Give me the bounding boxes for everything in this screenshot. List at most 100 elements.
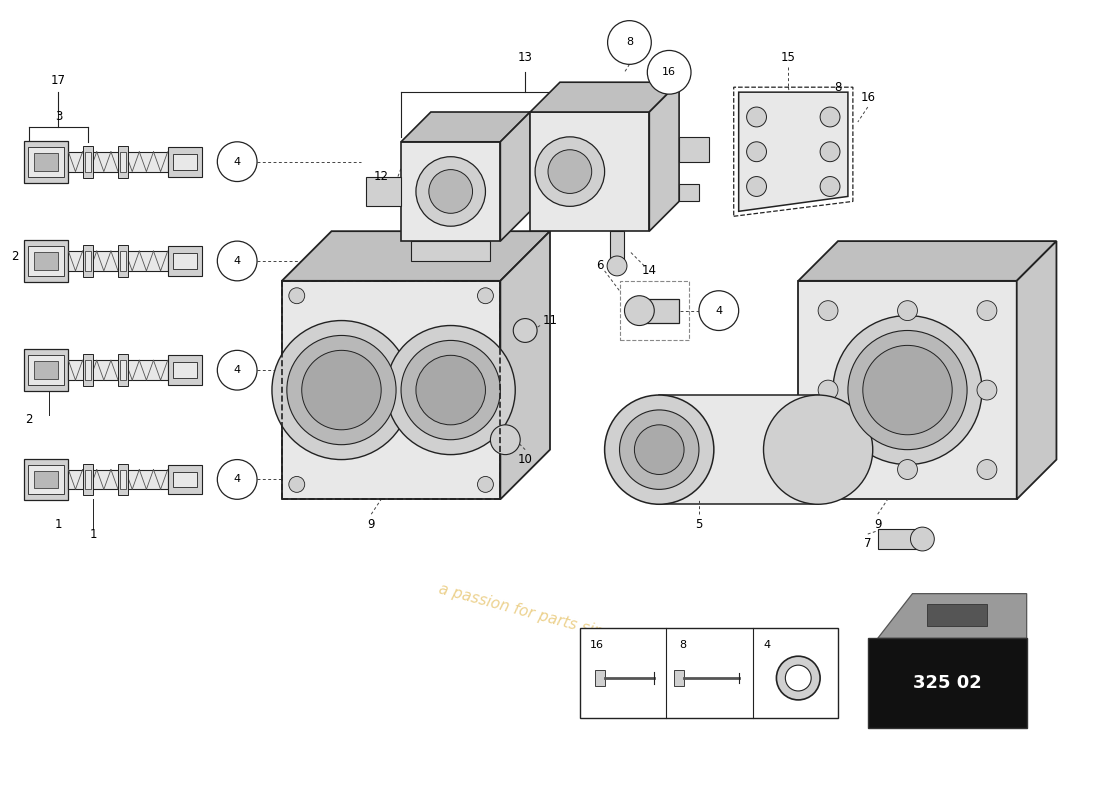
Bar — [28, 355, 65, 385]
Bar — [595, 670, 605, 686]
Text: 3: 3 — [55, 110, 62, 123]
Bar — [68, 360, 167, 380]
Bar — [28, 146, 65, 177]
Circle shape — [818, 459, 838, 479]
Bar — [34, 252, 58, 270]
Bar — [86, 470, 91, 490]
Circle shape — [289, 288, 305, 304]
Bar — [639, 298, 679, 322]
Bar — [84, 146, 94, 178]
Bar — [86, 152, 91, 171]
Text: 14: 14 — [641, 265, 657, 278]
Circle shape — [777, 656, 821, 700]
Bar — [68, 152, 167, 171]
Text: 8: 8 — [679, 640, 686, 650]
Polygon shape — [927, 603, 987, 626]
Bar — [24, 240, 68, 282]
Text: 9: 9 — [367, 518, 375, 530]
Bar — [659, 395, 818, 504]
Polygon shape — [799, 281, 1016, 499]
Circle shape — [218, 459, 257, 499]
Circle shape — [848, 330, 967, 450]
Polygon shape — [402, 112, 530, 142]
Bar — [118, 463, 128, 495]
Bar — [24, 350, 68, 391]
Circle shape — [607, 21, 651, 64]
Bar — [34, 470, 58, 488]
Bar — [619, 281, 689, 341]
Circle shape — [977, 459, 997, 479]
Text: 7: 7 — [864, 538, 871, 550]
Polygon shape — [878, 594, 1026, 638]
Circle shape — [535, 137, 605, 206]
Polygon shape — [282, 231, 550, 281]
Text: 4: 4 — [233, 366, 241, 375]
Text: 1: 1 — [89, 527, 97, 541]
Bar — [68, 251, 167, 271]
Circle shape — [386, 326, 515, 454]
Circle shape — [898, 459, 917, 479]
Text: 8: 8 — [626, 38, 632, 47]
Circle shape — [548, 150, 592, 194]
Bar — [86, 251, 91, 271]
Bar — [679, 137, 708, 162]
Circle shape — [911, 527, 934, 551]
Circle shape — [272, 321, 411, 459]
Bar — [173, 253, 198, 269]
Circle shape — [416, 355, 485, 425]
Bar — [167, 465, 202, 494]
Circle shape — [818, 380, 838, 400]
Bar — [68, 470, 167, 490]
Circle shape — [747, 177, 767, 197]
Text: 1: 1 — [55, 518, 63, 530]
Text: 13: 13 — [518, 51, 532, 64]
Bar — [34, 153, 58, 170]
Text: 2: 2 — [25, 414, 32, 426]
Bar — [609, 231, 625, 266]
Bar — [366, 177, 402, 206]
Text: 4: 4 — [715, 306, 723, 316]
Bar — [878, 529, 923, 549]
Polygon shape — [402, 142, 500, 241]
Bar — [28, 246, 65, 276]
Circle shape — [607, 256, 627, 276]
Bar — [580, 629, 838, 718]
Circle shape — [785, 665, 811, 691]
Circle shape — [821, 142, 840, 162]
Circle shape — [763, 395, 872, 504]
Text: 16: 16 — [860, 90, 876, 104]
Bar — [84, 463, 94, 495]
Polygon shape — [530, 82, 679, 112]
Polygon shape — [282, 281, 500, 499]
Circle shape — [301, 350, 382, 430]
Text: 16: 16 — [590, 640, 604, 650]
Text: 16: 16 — [662, 67, 676, 78]
Circle shape — [625, 296, 654, 326]
Bar — [167, 355, 202, 385]
Circle shape — [416, 157, 485, 226]
Polygon shape — [649, 82, 679, 231]
Circle shape — [862, 346, 953, 434]
Text: 12: 12 — [374, 170, 388, 183]
Bar — [120, 360, 127, 380]
Bar — [173, 154, 198, 170]
Bar — [167, 146, 202, 177]
Polygon shape — [530, 112, 649, 231]
Bar — [120, 152, 127, 171]
Circle shape — [833, 315, 982, 465]
Circle shape — [477, 477, 494, 492]
Text: 4: 4 — [763, 640, 771, 650]
Text: 8: 8 — [834, 81, 842, 94]
Polygon shape — [739, 92, 848, 211]
Circle shape — [491, 425, 520, 454]
Circle shape — [821, 107, 840, 127]
Bar — [173, 362, 198, 378]
Circle shape — [635, 425, 684, 474]
Circle shape — [747, 107, 767, 127]
Text: 6: 6 — [596, 259, 604, 273]
Bar — [86, 360, 91, 380]
Text: 2: 2 — [11, 250, 19, 262]
Bar — [868, 638, 1026, 728]
Polygon shape — [799, 241, 1056, 281]
Bar — [411, 241, 491, 261]
